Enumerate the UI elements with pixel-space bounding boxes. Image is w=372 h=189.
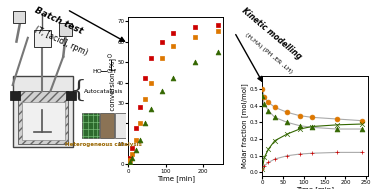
Y-axis label: GA conversion [%]: GA conversion [%]	[109, 58, 116, 123]
Text: O: O	[106, 54, 111, 59]
Point	[334, 128, 340, 131]
Point	[266, 109, 272, 112]
Point	[159, 57, 165, 60]
Text: Heterogeneous catalysis: Heterogeneous catalysis	[65, 142, 142, 147]
Point	[334, 118, 340, 121]
Point	[192, 60, 198, 64]
Point	[129, 146, 135, 149]
Point	[297, 124, 303, 127]
Point	[297, 153, 303, 156]
Point	[359, 128, 365, 131]
Point	[272, 106, 278, 109]
Point	[137, 106, 142, 109]
Point	[359, 119, 365, 122]
Point	[133, 126, 139, 129]
Point	[142, 97, 148, 100]
Point	[272, 116, 278, 119]
Point	[215, 30, 221, 33]
Point	[129, 157, 135, 160]
Point	[127, 159, 133, 162]
Point	[133, 149, 139, 152]
Point	[284, 111, 290, 114]
Point	[129, 153, 135, 156]
Text: {: {	[70, 79, 86, 102]
Point	[215, 50, 221, 53]
Point	[215, 24, 221, 27]
Point	[127, 161, 133, 164]
Point	[262, 164, 267, 167]
Point	[148, 81, 154, 84]
Point	[148, 57, 154, 60]
Point	[262, 102, 267, 105]
Point	[359, 122, 365, 125]
Bar	[82, 113, 99, 138]
Bar	[10, 91, 20, 100]
Bar	[13, 11, 25, 23]
Point	[334, 151, 340, 154]
Point	[170, 77, 176, 80]
Text: (H,HA) (PH ,ER ,LH): (H,HA) (PH ,ER ,LH)	[244, 32, 293, 74]
Point	[133, 138, 139, 141]
Point	[259, 88, 265, 91]
Point	[262, 156, 267, 159]
Point	[297, 128, 303, 131]
Point	[297, 114, 303, 117]
Point	[170, 44, 176, 47]
Point	[127, 157, 133, 160]
Point	[309, 126, 315, 129]
Bar	[18, 91, 68, 144]
Point	[284, 121, 290, 124]
Bar	[60, 23, 72, 36]
Point	[266, 101, 272, 104]
Point	[272, 139, 278, 142]
Point	[309, 116, 315, 119]
Point	[284, 154, 290, 157]
Point	[309, 125, 315, 128]
Point	[259, 94, 265, 97]
Y-axis label: Molar fraction [mol/mol]: Molar fraction [mol/mol]	[241, 83, 248, 168]
Text: OH: OH	[106, 69, 116, 74]
Point	[266, 161, 272, 164]
Text: (T, [acid], rpm): (T, [acid], rpm)	[33, 25, 90, 57]
Point	[192, 36, 198, 39]
Point	[170, 32, 176, 35]
Bar	[66, 91, 76, 100]
Point	[359, 151, 365, 154]
Bar	[115, 113, 126, 138]
Point	[259, 168, 265, 171]
Point	[272, 158, 278, 161]
Point	[309, 152, 315, 155]
Point	[334, 123, 340, 126]
Bar	[22, 102, 64, 140]
Point	[142, 122, 148, 125]
Point	[259, 168, 265, 171]
Text: Batch test: Batch test	[33, 6, 84, 36]
Text: Autocatalysis: Autocatalysis	[84, 89, 124, 94]
X-axis label: Time [min]: Time [min]	[296, 186, 334, 189]
Point	[126, 161, 132, 164]
Point	[159, 89, 165, 92]
Point	[126, 161, 132, 164]
Point	[266, 148, 272, 151]
Point	[262, 96, 267, 99]
Point	[192, 26, 198, 29]
Point	[159, 40, 165, 43]
Bar	[100, 113, 114, 138]
Text: HO: HO	[92, 69, 102, 74]
Point	[137, 122, 142, 125]
Point	[142, 77, 148, 80]
Point	[148, 108, 154, 111]
Bar	[34, 30, 51, 47]
Point	[126, 163, 132, 166]
Point	[137, 138, 142, 141]
X-axis label: Time [min]: Time [min]	[157, 175, 195, 182]
Text: Kinetic modelling: Kinetic modelling	[240, 6, 303, 61]
Point	[284, 132, 290, 136]
Bar	[13, 76, 73, 147]
